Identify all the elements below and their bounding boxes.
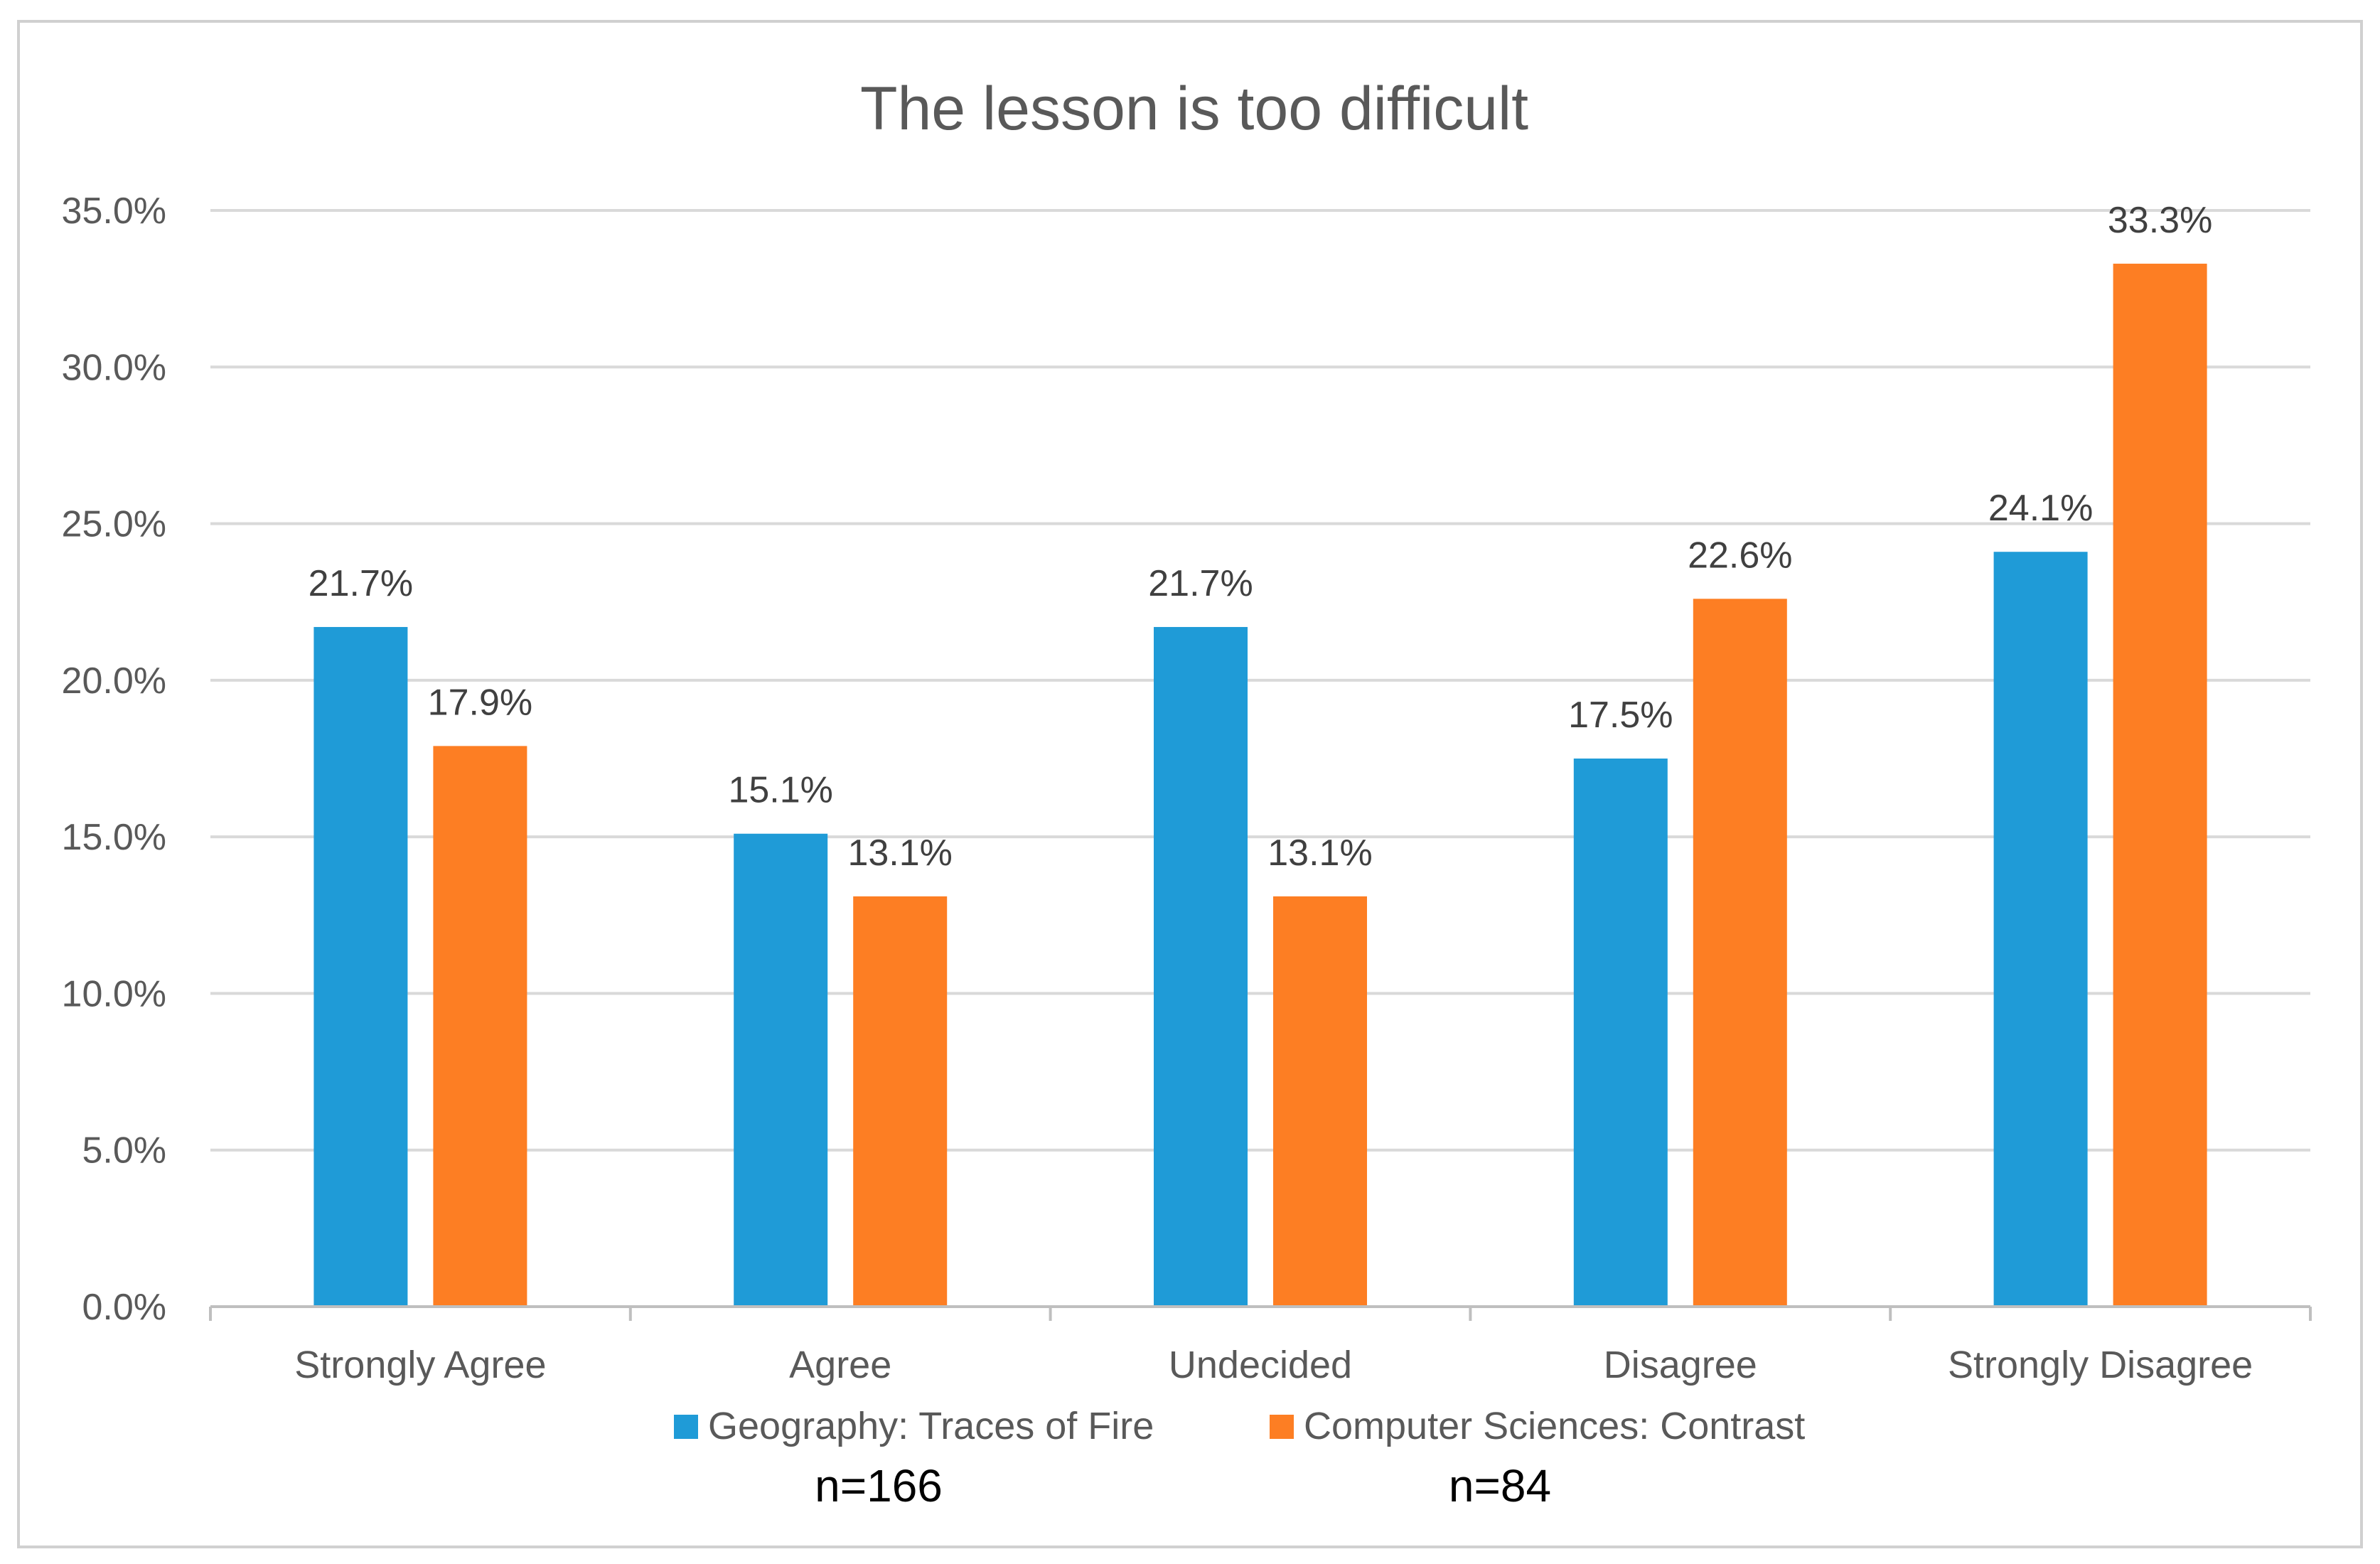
bar-geography (734, 833, 828, 1307)
x-category-label: Strongly Agree (294, 1344, 546, 1386)
data-label: 17.5% (1568, 695, 1673, 736)
legend-label-computer-sciences: Computer Sciences: Contrast (1304, 1405, 1805, 1447)
data-label: 13.1% (847, 832, 952, 874)
data-label: 13.1% (1267, 832, 1372, 874)
data-label: 21.7% (1148, 563, 1253, 604)
data-label: 22.6% (1688, 535, 1792, 576)
y-tick-label: 0.0% (82, 1287, 166, 1328)
legend-label-geography: Geography: Traces of Fire (708, 1405, 1154, 1447)
data-label: 24.1% (1988, 488, 2093, 529)
data-labels: 21.7% 17.9% 15.1% 13.1% 21.7% 13.1% 17.5% 22.6%… (309, 200, 2213, 874)
y-tick-label: 25.0% (62, 504, 166, 545)
bar-geography (313, 626, 408, 1307)
y-tick-label: 20.0% (62, 660, 166, 702)
legend-swatch-geography (674, 1415, 698, 1439)
bars (313, 263, 2207, 1307)
bar-geography (1154, 626, 1248, 1307)
n-count-geography: n=166 (815, 1460, 943, 1511)
x-category-label: Agree (789, 1344, 891, 1386)
y-tick-label: 15.0% (62, 817, 166, 858)
bar-computer-sciences (1273, 896, 1367, 1307)
gridlines (210, 209, 2310, 1152)
bar-computer-sciences (433, 746, 527, 1307)
x-axis: Strongly Agree Agree Undecided Disagree Stro… (209, 1305, 2312, 1386)
data-label: 17.9% (428, 682, 532, 723)
bar-computer-sciences (2113, 263, 2207, 1307)
n-count-computer-sciences: n=84 (1449, 1460, 1551, 1511)
bar-geography (1573, 759, 1668, 1307)
bar-geography (1993, 552, 2088, 1307)
y-tick-label: 35.0% (62, 191, 166, 232)
legend: Geography: Traces of Fire Computer Scien… (674, 1405, 1805, 1511)
y-tick-label: 30.0% (62, 347, 166, 388)
y-tick-label: 5.0% (82, 1130, 166, 1172)
y-axis-ticks: 0.0% 5.0% 10.0% 15.0% 20.0% 25.0% 30.0% 35.0% (62, 191, 166, 1328)
data-label: 33.3% (2108, 200, 2212, 241)
bar-computer-sciences (853, 896, 948, 1307)
x-category-label: Undecided (1169, 1344, 1352, 1386)
legend-swatch-computer-sciences (1270, 1415, 1294, 1439)
y-tick-label: 10.0% (62, 973, 166, 1014)
chart-title: The lesson is too difficult (860, 75, 1528, 143)
data-label: 15.1% (728, 770, 832, 811)
x-category-label: Disagree (1604, 1344, 1757, 1386)
x-category-label: Strongly Disagree (1948, 1344, 2253, 1386)
data-label: 21.7% (309, 563, 413, 604)
bar-computer-sciences (1693, 599, 1787, 1307)
